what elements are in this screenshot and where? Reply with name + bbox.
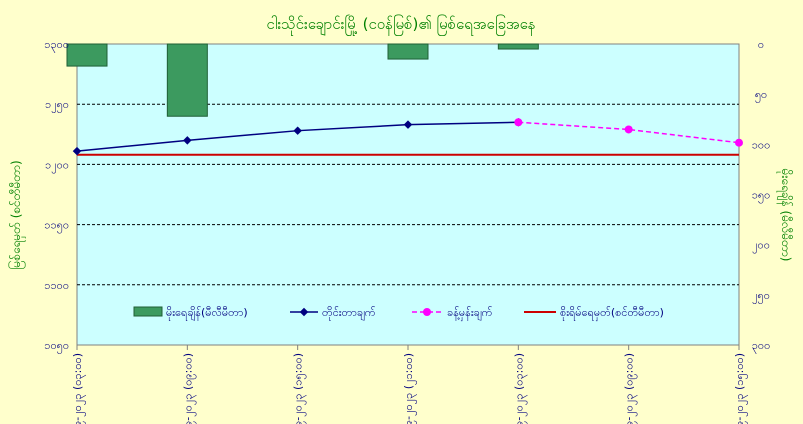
forecast-point: [735, 138, 743, 147]
x-tick-label: ၉-၉-၂၀၂၃ (၀၉:၀၀): [623, 353, 638, 424]
y-right-tick-label: ၂၅၀: [752, 289, 770, 304]
rainfall-bar: [166, 43, 208, 117]
y-left-tick-label: ၁၂၅၀: [45, 98, 69, 113]
legend-label-warning: စိုးရိမ်ရေမှတ်(စင်တီမီတာ): [560, 306, 664, 321]
rainfall-bar: [497, 43, 539, 50]
y-left-tick-label: ၁၀၅၀: [44, 339, 69, 354]
y-right-tick-label: ၀: [758, 38, 764, 51]
x-tick-label: ၈-၉-၂၀၂၃ (၁၅:၀၀): [292, 353, 307, 424]
forecast-line: [518, 121, 740, 144]
legend-label-forecast: ခန့်မှန်းချက်: [447, 306, 493, 321]
x-tick-label: ၈-၉-၂၀၂၃ (၂၁:၀၀): [402, 353, 417, 424]
chart-title: ငါးသိုင်းချောင်းမြို့ (ငဝန်မြစ်)၏ မြစ်ရေ…: [266, 14, 535, 36]
forecast-point: [514, 118, 523, 127]
observed-point: [403, 120, 413, 129]
legend-marker-forecast: [423, 308, 431, 316]
legend-marker-observed: [299, 307, 309, 317]
x-tick-label: ၉-၉-၂၀၂၃ (၀၃:၀၀): [512, 353, 527, 424]
y-right-tick-label: ၂၀၀: [752, 239, 770, 254]
x-tick-label: ၈-၉-၂၀၂၃ (၀၉:၀၀): [181, 353, 196, 424]
observed-point: [293, 126, 302, 135]
y-right-tick-label: ၁၀၀: [752, 138, 771, 151]
legend-label-rainfall: မိုးရေချိန်(မီလီမီတာ): [166, 306, 248, 321]
rainfall-bar: [387, 43, 429, 60]
y-right-tick-label: ၅၀: [755, 88, 767, 103]
observed-point: [183, 136, 192, 145]
y-axis-right-label: မိုးရေချိန် (မီလီမီတာ): [776, 169, 794, 262]
forecast-point: [624, 125, 633, 134]
rainfall-bar: [66, 43, 108, 67]
y-left-tick-label: ၁၃၀၀: [44, 38, 69, 53]
y-right-tick-label: ၁၅၀: [752, 189, 771, 204]
observed-point: [72, 146, 82, 156]
y-axis-left-label: မြစ်ရေမှတ် (စင်တီမီတာ): [7, 160, 26, 269]
x-tick-label: ၉-၉-၂၀၂၃ (၁၅:၀၀): [733, 353, 748, 424]
y-left-tick-label: ၁၁၅၀: [44, 219, 69, 234]
y-left-tick-label: ၁၁၀၀: [44, 279, 69, 292]
legend-label-observed: တိုင်းတာချက်: [322, 306, 376, 321]
legend-swatch-rainfall: [133, 306, 163, 317]
y-left-tick-label: ၁၂၀၀: [45, 158, 69, 173]
y-right-tick-label: ၃၀၀: [752, 339, 771, 354]
x-tick-label: ၈-၉-၂၀၂၃ (၀၃:၀၀): [71, 353, 86, 424]
